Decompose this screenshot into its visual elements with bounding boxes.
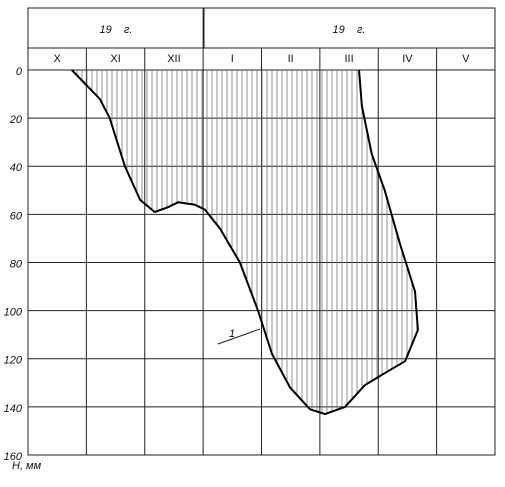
y-tick-label: 140 xyxy=(4,403,23,415)
y-tick-label: 100 xyxy=(4,307,23,319)
period-label: 19 г. xyxy=(333,24,366,36)
month-label: III xyxy=(344,53,353,65)
period-label: 19 г. xyxy=(100,24,133,36)
y-tick-label: 0 xyxy=(16,66,23,78)
month-label: I xyxy=(231,53,234,65)
y-tick-label: 80 xyxy=(10,258,23,270)
y-tick-label: 120 xyxy=(4,355,23,367)
y-tick-label: 40 xyxy=(10,162,23,174)
month-label: V xyxy=(462,53,470,65)
curve-label: 1 xyxy=(229,328,235,340)
y-tick-label: 20 xyxy=(9,114,23,126)
month-label: X xyxy=(54,53,62,65)
month-label: XII xyxy=(167,53,180,65)
y-axis-label: H, мм xyxy=(12,460,42,472)
month-label: IV xyxy=(402,53,413,65)
month-label: II xyxy=(288,53,294,65)
month-label: XI xyxy=(110,53,120,65)
y-tick-label: 60 xyxy=(10,210,23,222)
leader-line xyxy=(217,328,261,345)
y-tick-label: 160 xyxy=(4,451,23,463)
curve xyxy=(71,69,419,416)
hatched-area xyxy=(71,70,418,415)
